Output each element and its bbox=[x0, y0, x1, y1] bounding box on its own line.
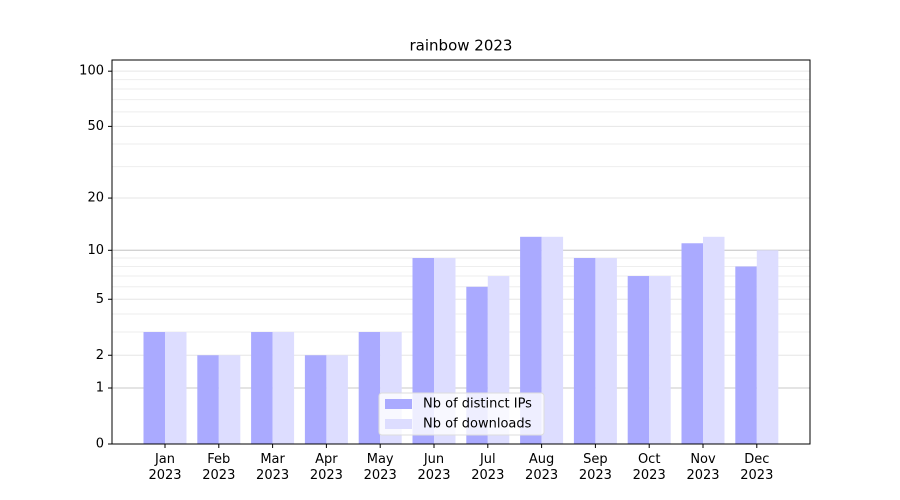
bar bbox=[143, 332, 165, 444]
x-tick-label: May 2023 bbox=[363, 452, 397, 483]
y-tick-label: 2 bbox=[96, 348, 104, 363]
bar bbox=[573, 257, 596, 444]
bar bbox=[703, 236, 725, 444]
bar bbox=[272, 332, 295, 444]
bar bbox=[251, 332, 273, 444]
y-tick-label: 10 bbox=[87, 243, 104, 258]
bar bbox=[649, 276, 671, 444]
x-tick-label: Aug 2023 bbox=[525, 452, 559, 483]
y-tick-label: 20 bbox=[87, 191, 104, 206]
bar bbox=[627, 276, 650, 444]
bar bbox=[326, 355, 348, 444]
x-tick-label: Jun 2023 bbox=[417, 452, 451, 483]
legend-swatch bbox=[385, 399, 412, 409]
legend-swatch bbox=[385, 419, 412, 429]
x-tick-label: Mar 2023 bbox=[256, 452, 290, 483]
bar bbox=[541, 236, 564, 444]
bar bbox=[165, 332, 187, 444]
y-tick-label: 0 bbox=[96, 437, 104, 452]
x-tick-label: Apr 2023 bbox=[309, 452, 343, 483]
y-tick-label: 1 bbox=[96, 381, 104, 396]
bar bbox=[218, 355, 241, 444]
bar bbox=[358, 332, 381, 444]
bar bbox=[756, 250, 779, 444]
legend-box bbox=[378, 392, 545, 436]
x-tick-label: Dec 2023 bbox=[740, 452, 774, 483]
y-tick-label: 5 bbox=[96, 292, 104, 307]
bar bbox=[304, 355, 327, 444]
bar bbox=[735, 266, 757, 444]
legend-label: Nb of distinct IPs bbox=[423, 397, 532, 412]
legend-label: Nb of downloads bbox=[423, 417, 532, 432]
x-tick-label: Oct 2023 bbox=[632, 452, 666, 483]
bar bbox=[520, 236, 542, 444]
plot-frame bbox=[111, 59, 811, 445]
bar bbox=[595, 257, 617, 444]
bar bbox=[197, 355, 219, 444]
x-tick-label: Nov 2023 bbox=[686, 452, 720, 483]
x-tick-label: Jul 2023 bbox=[471, 452, 505, 483]
y-tick-label: 50 bbox=[87, 119, 104, 134]
x-tick-label: Jan 2023 bbox=[148, 452, 182, 483]
y-tick-label: 100 bbox=[79, 64, 104, 79]
x-tick-label: Feb 2023 bbox=[202, 452, 236, 483]
x-tick-label: Sep 2023 bbox=[578, 452, 612, 483]
bar bbox=[681, 243, 703, 444]
chart-title: rainbow 2023 bbox=[410, 37, 513, 55]
